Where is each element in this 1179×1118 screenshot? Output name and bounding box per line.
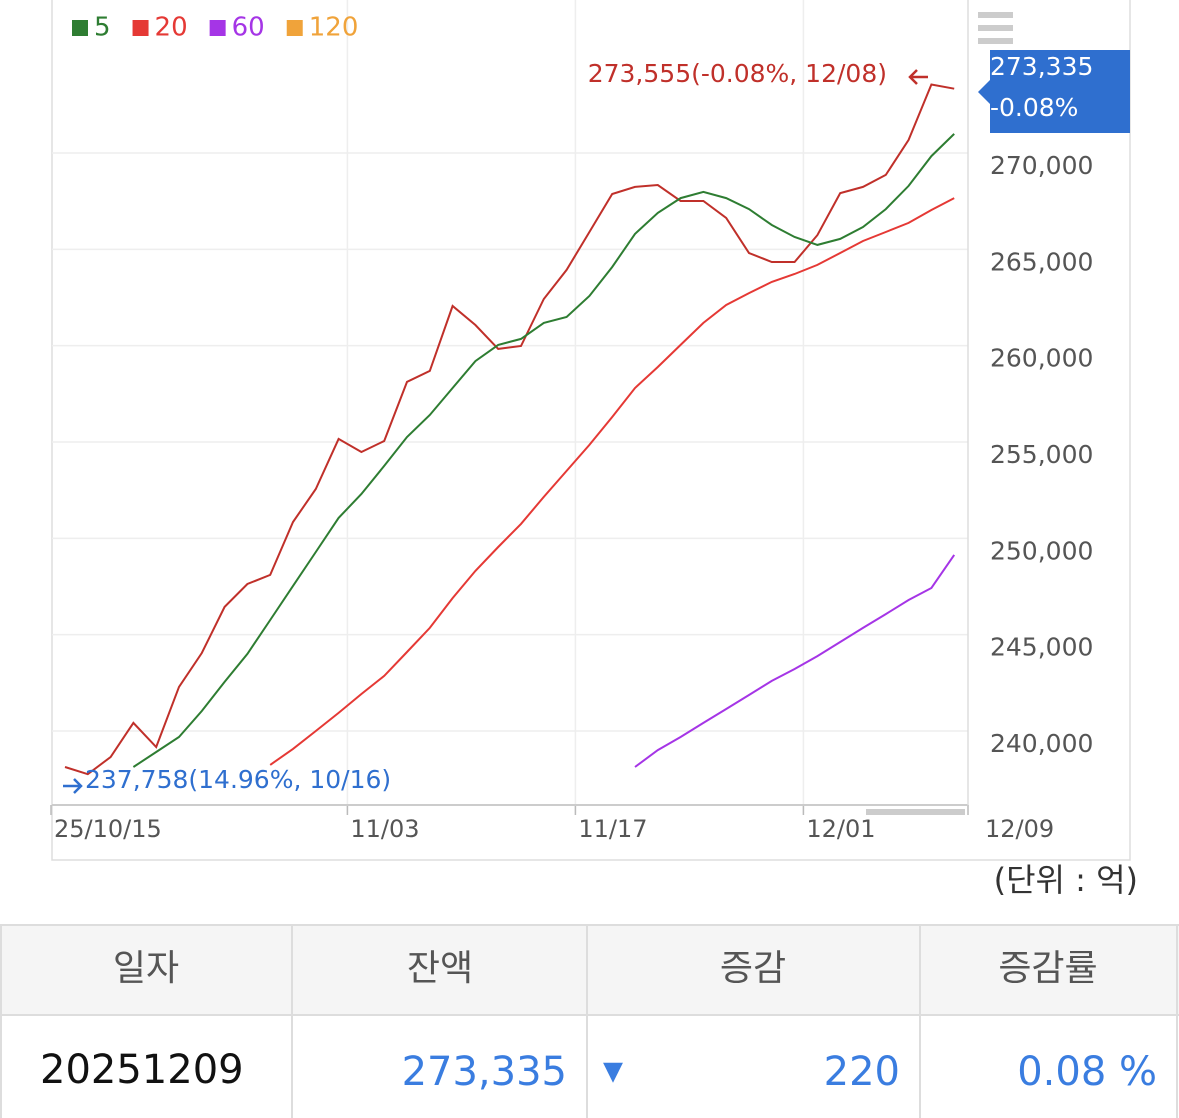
table-cell: ▼ (603, 1057, 623, 1087)
scrollbar[interactable] (866, 809, 965, 815)
last-value-box (978, 50, 1130, 133)
table-cell: 20251209 (40, 1047, 244, 1093)
table-cell: 220 (824, 1049, 900, 1095)
y-tick-label: 260,000 (990, 344, 1093, 373)
annotation: 237,758(14.96%, 10/16) (85, 765, 391, 794)
legend-swatch (209, 20, 226, 36)
y-tick-label: 240,000 (990, 729, 1093, 758)
last-change: -0.08% (990, 93, 1078, 122)
table-header: 잔액 (407, 948, 473, 989)
annotation-arrow (908, 69, 928, 85)
y-tick-label: 250,000 (990, 536, 1093, 565)
x-tick-label: 11/03 (350, 815, 419, 843)
table: 일자 잔액 증감 증감률 20251209 273,335 ▼ 220 0.08… (0, 924, 1179, 1118)
plot: 240,000 245,000 250,000 255,000 260,000 265,0… (50, 0, 1093, 843)
table-cell: 273,335 (402, 1049, 567, 1095)
legend-swatch (286, 20, 303, 36)
legend-label: 120 (309, 13, 359, 43)
series-line (132, 133, 955, 768)
y-tick-label: 245,000 (990, 633, 1093, 662)
x-tick-label: 12/09 (985, 815, 1054, 843)
x-tick-label: 11/17 (578, 815, 647, 843)
y-tick-label: 255,000 (990, 440, 1093, 469)
last-value: 273,335 (990, 52, 1093, 81)
table-header: 증감률 (998, 948, 1097, 989)
legend-label: 60 (232, 13, 265, 43)
series-line (634, 554, 956, 768)
series-line (64, 83, 955, 776)
x-tick-label: 12/01 (806, 815, 875, 843)
legend-label: 5 (94, 13, 111, 43)
y-tick-label: 270,000 (990, 151, 1093, 180)
x-tick-label: 25/10/15 (54, 815, 162, 843)
table-header: 일자 (113, 948, 179, 989)
chart-frame (51, 0, 1131, 861)
legend-swatch (72, 20, 88, 36)
table-header-bg (0, 925, 1179, 1015)
series-line (269, 197, 955, 766)
menu-icon[interactable] (978, 12, 1013, 44)
annotation-arrow (63, 778, 83, 794)
y-tick-label: 265,000 (990, 247, 1093, 276)
table-header: 증감 (720, 948, 786, 989)
unit-label: (단위 : 억) (994, 861, 1138, 899)
table-cell: 0.08 % (1017, 1049, 1157, 1095)
legend-label: 20 (155, 13, 188, 43)
legend-swatch (132, 20, 149, 36)
annotation: 273,555(-0.08%, 12/08) (588, 59, 887, 88)
